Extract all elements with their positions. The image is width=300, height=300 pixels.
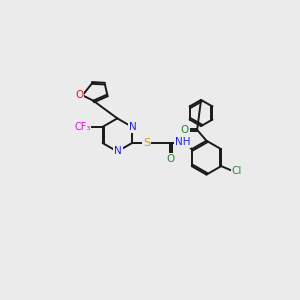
Text: S: S (143, 138, 150, 148)
Text: O: O (181, 125, 189, 135)
Text: Cl: Cl (232, 166, 242, 176)
Text: N: N (114, 146, 122, 157)
Text: N: N (129, 122, 137, 132)
Text: O: O (167, 154, 175, 164)
Text: O: O (75, 90, 83, 100)
Text: NH: NH (175, 137, 190, 147)
Text: CF₃: CF₃ (74, 122, 91, 132)
